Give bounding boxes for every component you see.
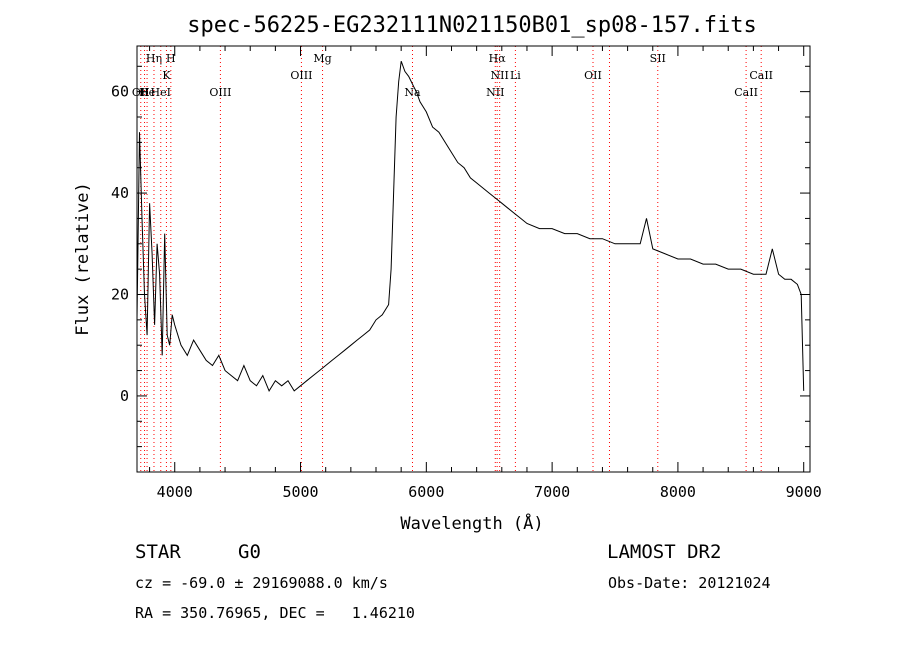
line-marker-label: H xyxy=(166,52,176,65)
chart-title: spec-56225-EG232111N021150B01_sp08-157.f… xyxy=(187,13,757,38)
x-tick-label: 8000 xyxy=(660,483,696,501)
line-marker-label: CaII xyxy=(734,86,758,99)
x-tick-label: 4000 xyxy=(157,483,193,501)
line-marker-label: HeI xyxy=(151,86,171,99)
line-marker-label: OIII xyxy=(209,86,231,99)
x-tick-label: 5000 xyxy=(282,483,318,501)
line-marker-label: SII xyxy=(650,52,666,65)
line-marker-label: NII xyxy=(491,69,509,82)
plot-frame xyxy=(136,45,811,473)
y-axis-ticks: 0 20 40 60 xyxy=(111,65,810,448)
line-marker-label: Na xyxy=(404,86,421,99)
line-marker-label: OII xyxy=(132,86,150,99)
object-class: STAR xyxy=(135,541,181,563)
survey-name: LAMOST DR2 xyxy=(607,541,722,563)
y-tick-label: 0 xyxy=(120,387,129,405)
line-marker-label: CaII xyxy=(749,69,773,82)
line-marker-label: He xyxy=(139,86,155,99)
line-marker-label: NII xyxy=(486,86,504,99)
y-tick-label: 20 xyxy=(111,286,129,304)
x-tick-label: 9000 xyxy=(786,483,822,501)
redshift-readout: cz = -69.0 ± 29169088.0 km/s xyxy=(135,574,388,592)
line-marker-label: OII xyxy=(584,69,602,82)
y-axis-label: Flux (relative) xyxy=(73,182,93,336)
x-axis-ticks: 4000 5000 6000 7000 8000 9000 xyxy=(149,46,822,501)
observation-date: Obs-Date: 20121024 xyxy=(608,574,771,592)
spectrum-line xyxy=(136,61,805,392)
line-marker-label: Mg xyxy=(313,52,331,65)
y-tick-label: 60 xyxy=(111,83,129,101)
x-axis-label: Wavelength (Å) xyxy=(400,512,543,534)
line-marker-label: Li xyxy=(510,69,521,82)
coordinates-readout: RA = 350.76965, DEC = 1.46210 xyxy=(135,604,415,622)
line-marker-label: H xyxy=(140,86,150,99)
x-tick-label: 6000 xyxy=(408,483,444,501)
line-marker-label: Hα xyxy=(489,52,507,65)
x-tick-label: 7000 xyxy=(534,483,570,501)
object-subclass: G0 xyxy=(238,541,261,563)
line-marker-label: K xyxy=(162,69,171,82)
line-marker-label: OIII xyxy=(290,69,312,82)
y-tick-label: 40 xyxy=(111,184,129,202)
line-marker-label: Hη xyxy=(146,52,162,65)
